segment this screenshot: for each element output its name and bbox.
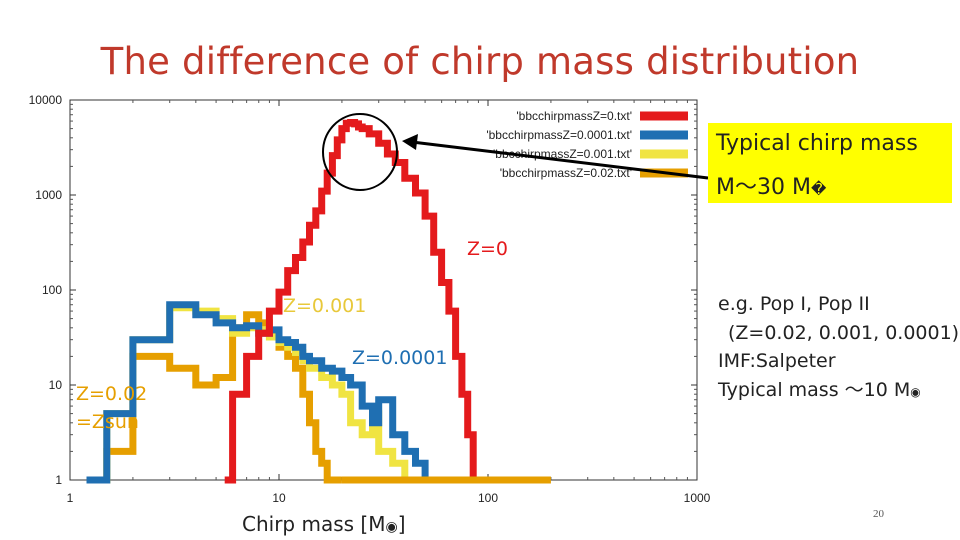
annotation-z002: Z=0.02 <box>76 383 147 405</box>
chart-overlay <box>322 113 709 191</box>
slide-title: The difference of chirp mass distributio… <box>100 40 860 83</box>
notes-line-3: IMF:Salpeter <box>718 350 836 372</box>
callout-line-2-text: M～30 M <box>716 175 811 200</box>
y-tick-label: 100 <box>42 283 62 297</box>
chart-legend: 'bbcchirpmassZ=0.txt' 'bbcchirpmassZ=0.00… <box>486 109 688 180</box>
annotation-z0001: Z=0.001 <box>283 295 366 317</box>
x-tick-label: 1000 <box>684 491 711 505</box>
chart-series <box>86 119 551 484</box>
series-line <box>224 119 479 484</box>
y-tick-label: 10 <box>49 378 63 392</box>
peak-highlight-circle <box>322 113 398 191</box>
callout-arrow-shaft <box>411 140 709 180</box>
chart-annotations: Z=0 Z=0.001 Z=0.0001 Z=0.02 =Zsun <box>76 238 508 433</box>
x-axis-label-text: Chirp mass [M <box>242 512 386 536</box>
typical-chirp-mass-callout: Typical chirp mass M～30 M� <box>708 123 952 203</box>
legend-label: 'bbcchirpmassZ=0.02.txt' <box>500 166 632 180</box>
page-number: 20 <box>873 508 884 520</box>
y-tick-label: 1000 <box>35 188 62 202</box>
notes-sun-icon: ◉ <box>910 384 921 399</box>
annotation-z00001: Z=0.0001 <box>352 347 447 369</box>
x-tick-label: 100 <box>478 491 498 505</box>
x-tick-label: 10 <box>272 491 286 505</box>
callout-line-2: M～30 M� <box>716 169 826 201</box>
notes-line-2: (Z=0.02, 0.001, 0.0001) <box>728 321 960 344</box>
x-axis-label: Chirp mass [M◉] <box>242 512 406 536</box>
y-tick-label: 1 <box>55 473 62 487</box>
notes-line-1: e.g. Pop I, Pop II <box>718 293 870 315</box>
x-axis-label-suffix: ] <box>397 512 406 536</box>
callout-sun-icon: � <box>810 180 827 198</box>
population-notes: e.g. Pop I, Pop II (Z=0.02, 0.001, 0.000… <box>718 290 960 407</box>
series-line <box>86 301 442 484</box>
callout-line-1: Typical chirp mass <box>716 131 918 156</box>
notes-line-4-text: Typical mass ～10 M <box>718 378 911 401</box>
legend-label: 'bbcchirpmassZ=0.txt' <box>516 109 632 123</box>
notes-line-4: Typical mass ～10 M◉ <box>718 376 953 407</box>
annotation-z0: Z=0 <box>467 238 508 260</box>
sun-symbol-icon: ◉ <box>385 519 398 535</box>
callout-arrow-head <box>402 134 418 150</box>
x-tick-label: 1 <box>67 491 74 505</box>
y-tick-label: 10000 <box>29 93 63 107</box>
legend-label: 'bbcchirpmassZ=0.0001.txt' <box>486 128 632 142</box>
annotation-zsun: =Zsun <box>76 411 139 433</box>
